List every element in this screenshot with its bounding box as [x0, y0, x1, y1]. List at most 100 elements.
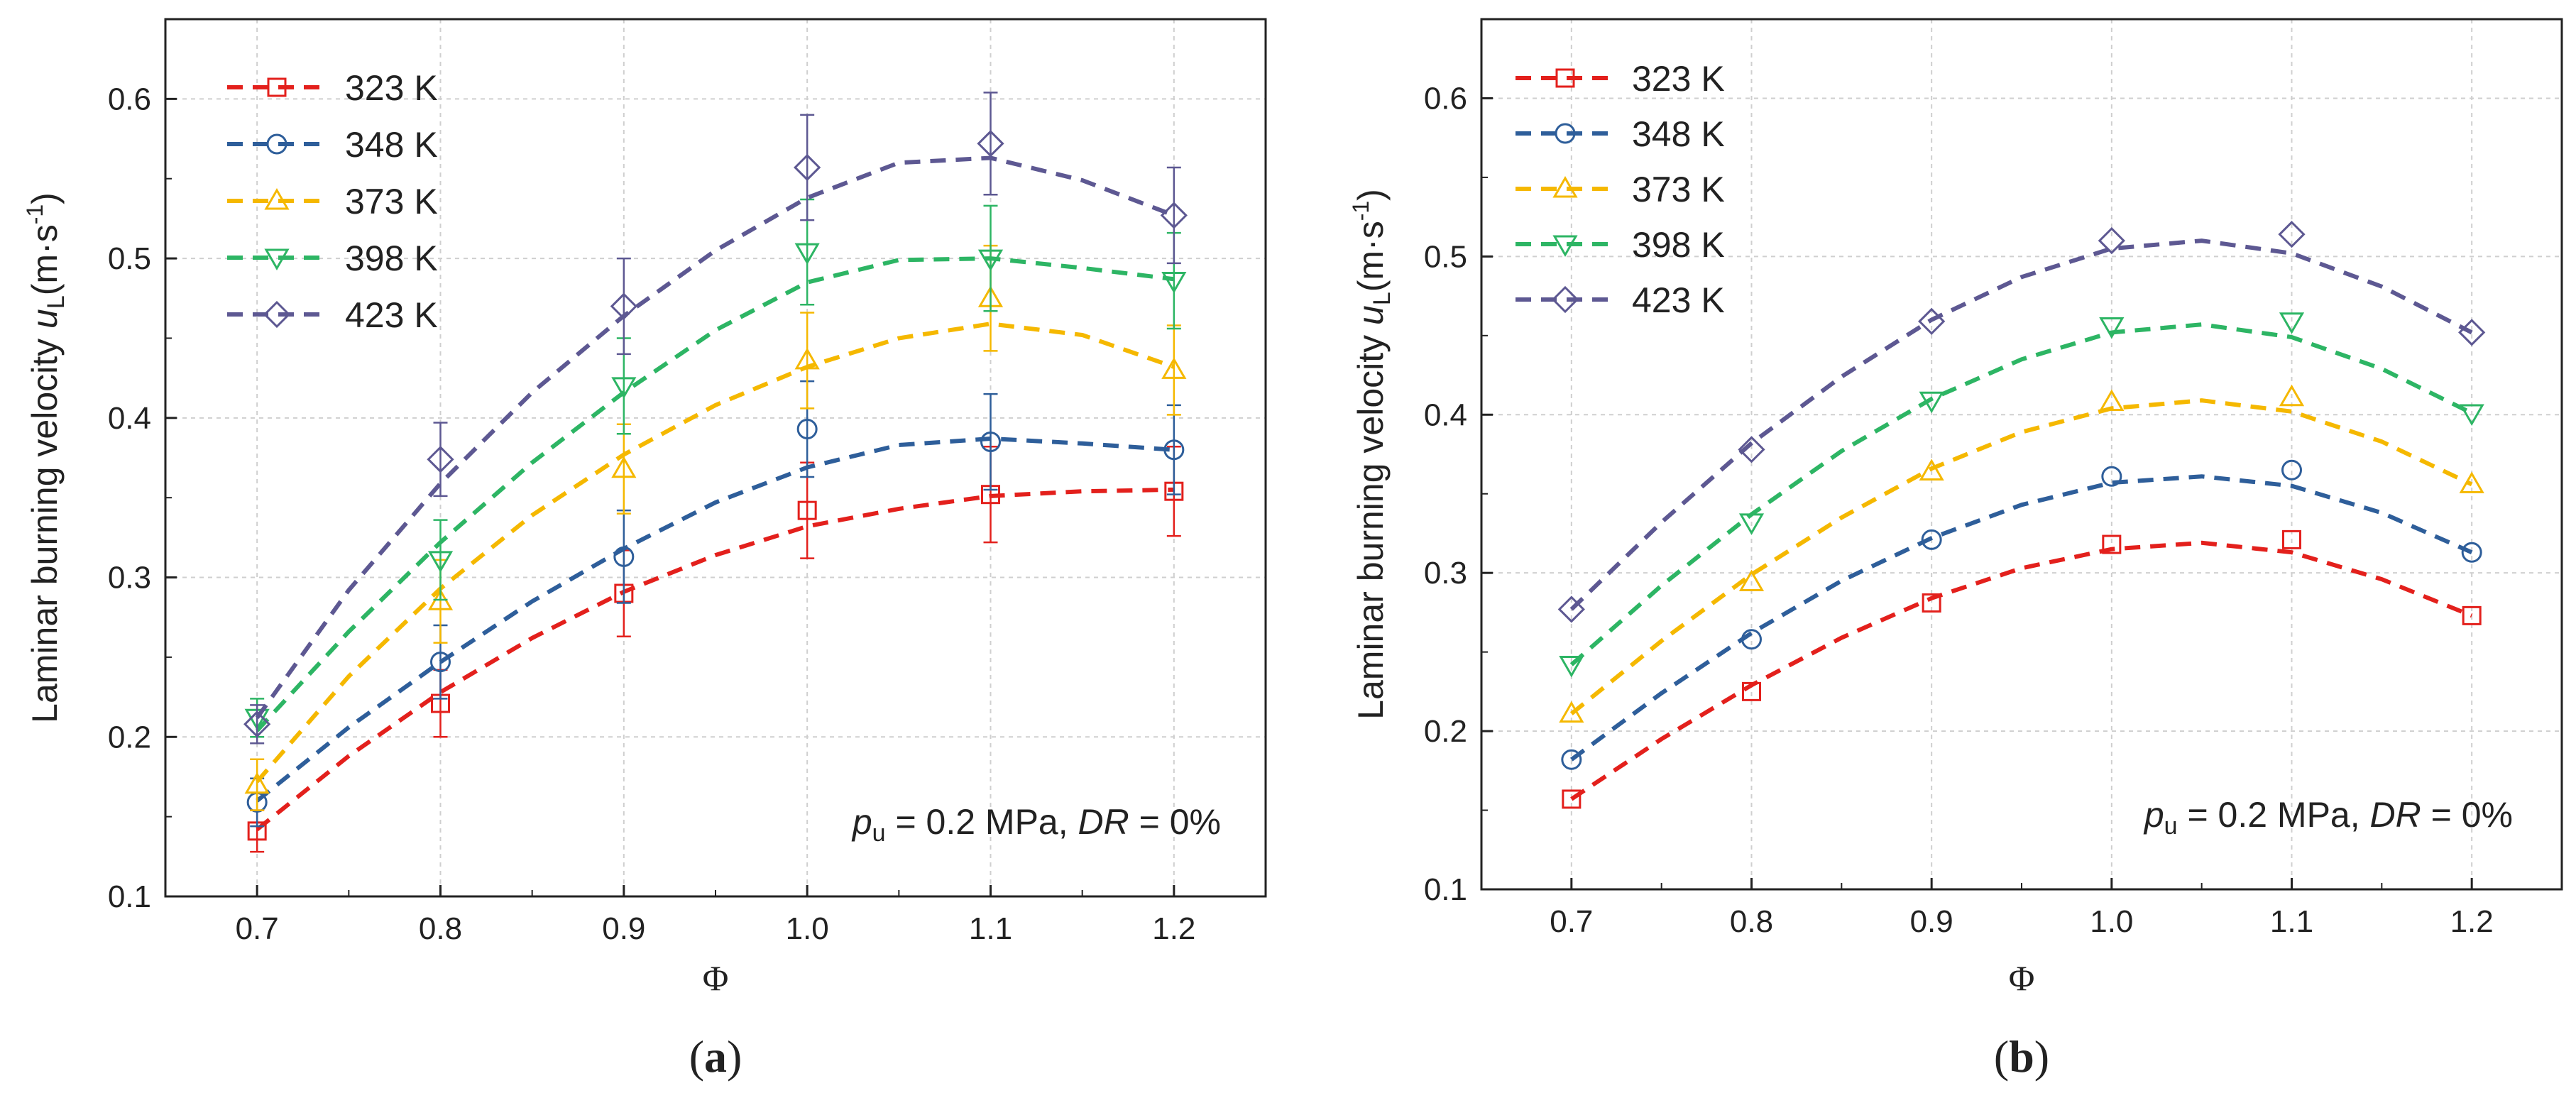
legend-label: 373 K: [1632, 170, 1725, 209]
series-398k: [244, 198, 1187, 738]
x-tick-label: 1.2: [2450, 904, 2494, 939]
plot-frame: [164, 18, 1267, 898]
panel-label-letter: b: [2009, 1031, 2034, 1082]
data-point: [2101, 466, 2122, 487]
series-fit-line: [1570, 540, 2473, 801]
data-point: [797, 500, 817, 520]
axis-ticks: 0.7 0.8 0.9 1.0 1.1 1.2 0.1 0.2 0.3 0.4 0.5 0.6: [1424, 18, 2563, 939]
y-tick-label: 0.4: [108, 401, 151, 436]
series-323k: [247, 446, 1184, 853]
data-point: [796, 419, 818, 440]
data-point: [1738, 569, 1765, 592]
series-423k: [1557, 221, 2486, 623]
data-point: [1922, 593, 1941, 613]
panel-label-paren: (: [689, 1031, 704, 1082]
data-point: [427, 551, 454, 573]
series-398k: [1559, 312, 2484, 678]
chart-panel-a: 0.7 0.8 0.9 1.0 1.1 1.2 0.1 0.2 0.3 0.4 0.5 0.6 Φ Lam…: [22, 18, 1267, 1082]
y-tick-label: 0.6: [108, 82, 151, 116]
y-axis-label-variable: u: [25, 309, 65, 329]
legend-item: 398 K: [1516, 225, 1725, 265]
legend-label: 423 K: [345, 295, 438, 335]
x-tick-label: 0.9: [602, 911, 645, 946]
data-point: [980, 432, 1001, 453]
y-tick-label: 0.1: [108, 879, 151, 914]
legend-marker: [267, 77, 287, 97]
legend-item: 348 K: [1516, 114, 1725, 154]
data-point: [1161, 357, 1187, 379]
data-point: [2282, 529, 2301, 549]
data-point: [1559, 655, 1584, 678]
legend-item: 323 K: [227, 68, 438, 108]
data-point: [2461, 542, 2482, 563]
data-point: [1160, 202, 1188, 229]
y-axis-label-close: ): [1351, 189, 1391, 201]
data-point: [1919, 459, 1944, 481]
data-point: [2098, 226, 2125, 255]
y-tick-label: 0.2: [108, 720, 151, 754]
legend-label: 348 K: [1632, 114, 1725, 154]
data-point: [2279, 312, 2305, 334]
legend: 323 K 348 K 373 K 398 K 423 K: [227, 68, 438, 335]
annotation-subscript: u: [2164, 813, 2178, 840]
data-point: [1741, 629, 1762, 650]
panel-label-paren: ): [2034, 1031, 2049, 1082]
series-fit-line: [1569, 322, 2473, 666]
y-axis-label-subscript: L: [43, 295, 70, 309]
legend-marker: [263, 300, 291, 329]
y-axis-label-superscript: -1: [22, 204, 48, 224]
y-tick-label: 0.1: [1424, 872, 1467, 907]
annotation-variable: p: [851, 802, 872, 842]
series-348k: [1561, 459, 2482, 770]
x-tick-label: 1.0: [786, 911, 829, 946]
legend-label: 323 K: [1632, 59, 1725, 99]
data-point: [1738, 436, 1765, 463]
series-373k: [1559, 384, 2484, 723]
data-point: [1921, 529, 1942, 550]
annotation-text: = 0.2 MPa,: [2178, 795, 2370, 835]
series-323k: [1562, 529, 2482, 809]
data-point: [1918, 307, 1946, 335]
gridlines: [165, 19, 1266, 897]
y-axis-label-subscript: L: [1369, 292, 1396, 305]
legend-item: 423 K: [227, 295, 438, 335]
series-fit-line: [255, 322, 1175, 784]
y-tick-label: 0.5: [108, 241, 151, 276]
legend-item: 348 K: [227, 125, 438, 165]
legend-label: 423 K: [1632, 280, 1725, 320]
y-axis-label-close: ): [25, 192, 65, 204]
annotation-variable: p: [2143, 795, 2164, 835]
data-point: [1919, 391, 1944, 414]
y-axis-label-text: Laminar burning velocity: [1351, 325, 1391, 720]
legend-marker: [264, 187, 290, 210]
panel-label-paren: (: [1994, 1031, 2009, 1082]
series-fit-line: [255, 256, 1175, 732]
data-point: [1161, 272, 1187, 294]
series-fit-line: [256, 487, 1174, 831]
data-point: [613, 546, 635, 567]
data-point: [977, 130, 1004, 158]
data-point: [1559, 701, 1584, 723]
x-tick-label: 1.1: [969, 911, 1012, 946]
data-point: [2102, 534, 2122, 554]
y-tick-label: 0.6: [1424, 81, 1467, 116]
legend-marker: [264, 248, 290, 271]
x-axis-label: Φ: [703, 958, 729, 998]
data-point: [794, 153, 821, 182]
gridlines: [1481, 19, 2562, 890]
data-point: [794, 347, 820, 370]
panel-label-letter: a: [704, 1031, 727, 1082]
data-point: [2279, 384, 2305, 407]
series-fit-line: [256, 436, 1175, 803]
panel-label-paren: ): [727, 1031, 742, 1082]
annotation-variable: DR: [1078, 802, 1129, 842]
y-axis-label-superscript: -1: [1348, 201, 1374, 221]
legend-item: 323 K: [1516, 59, 1725, 99]
data-point: [2459, 404, 2484, 427]
x-tick-label: 0.8: [419, 911, 462, 946]
data-point: [1557, 595, 1585, 623]
axis-ticks: 0.7 0.8 0.9 1.0 1.1 1.2 0.1 0.2 0.3 0.4 0.5 0.6: [108, 18, 1266, 946]
data-point: [2099, 389, 2125, 411]
x-tick-label: 1.0: [2090, 904, 2133, 939]
legend-marker: [1555, 68, 1575, 88]
